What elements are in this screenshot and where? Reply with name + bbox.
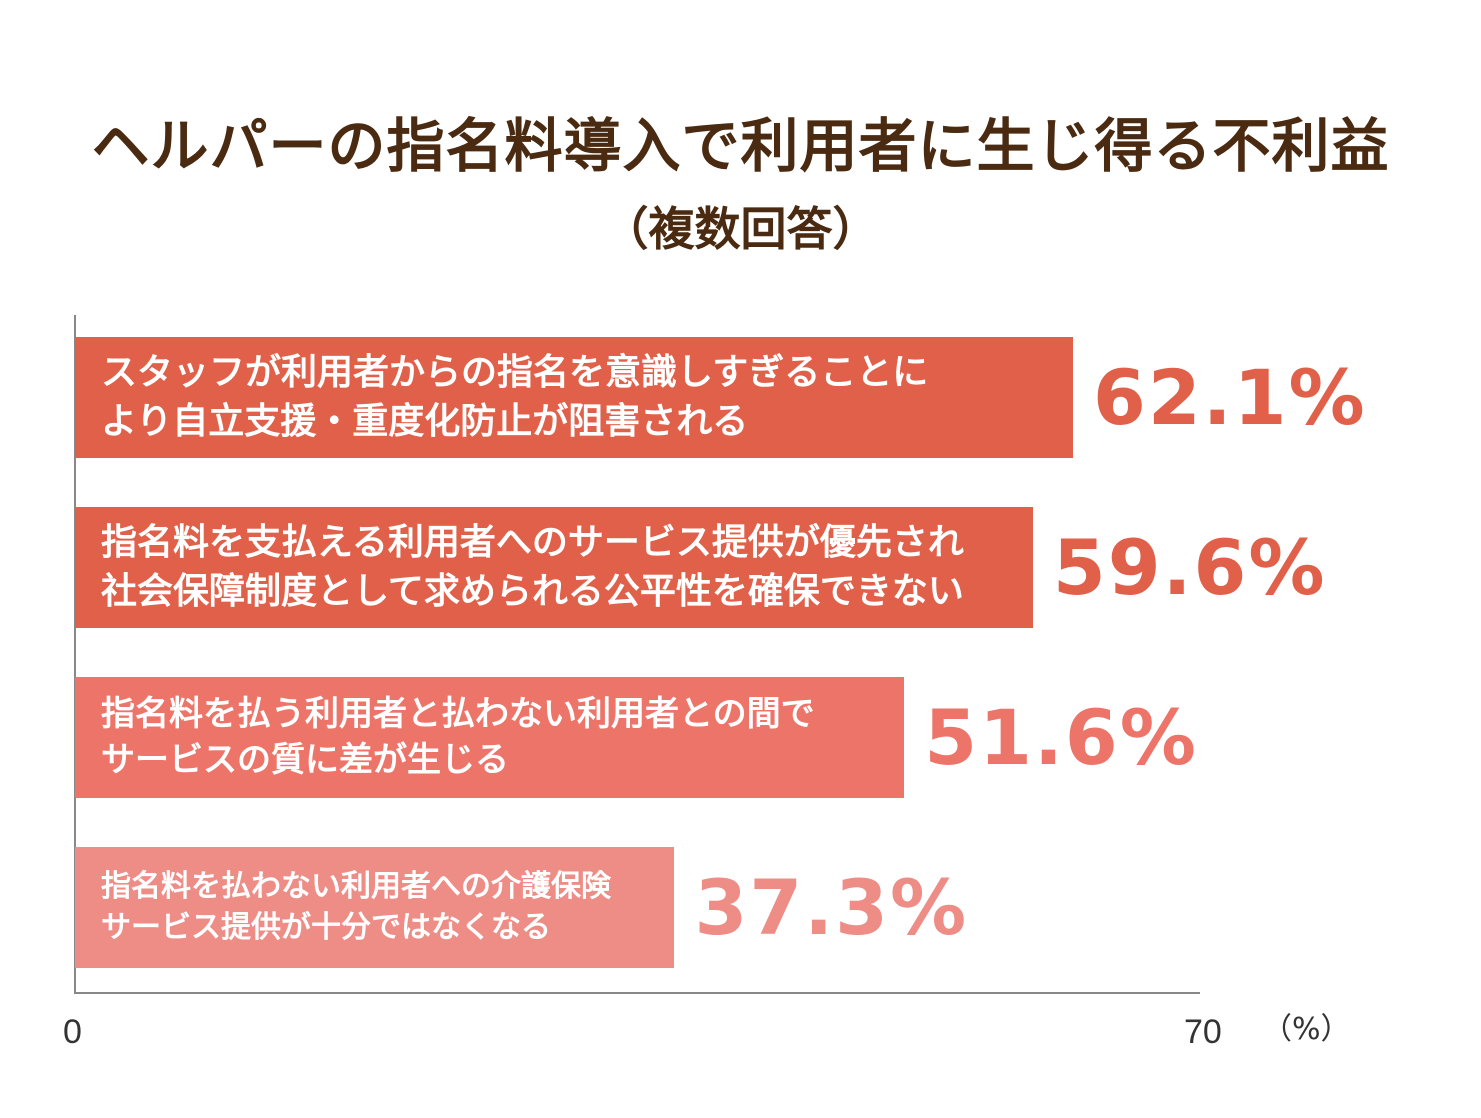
bar-value-label-4: 37.3% [694, 863, 969, 952]
bar-4: 指名料を払わない利用者への介護保険 サービス提供が十分ではなくなる [75, 847, 675, 968]
bar-category-label-4: 指名料を払わない利用者への介護保険 サービス提供が十分ではなくなる [101, 869, 611, 945]
x-axis-line [74, 992, 1200, 994]
x-axis-unit-label: （%） [1262, 1012, 1351, 1047]
y-axis-line [74, 315, 76, 994]
chart-title: ヘルパーの指名料導入で利用者に生じ得る不利益 [91, 112, 1390, 180]
x-tick-label-0: 0 [63, 1013, 82, 1051]
bar-category-label-2: 指名料を支払える利用者へのサービス提供が優先され 社会保障制度として求められる公… [101, 521, 964, 612]
bar-value-label-3: 51.6% [924, 693, 1198, 782]
bar-value-label-1: 62.1% [1093, 353, 1367, 442]
bar-2: 指名料を支払える利用者へのサービス提供が優先され 社会保障制度として求められる公… [75, 507, 1033, 628]
bar-category-label-1: スタッフが利用者からの指名を意識しすぎることに より自立支援・重度化防止が阻害さ… [101, 351, 929, 442]
bar-1: スタッフが利用者からの指名を意識しすぎることに より自立支援・重度化防止が阻害さ… [75, 337, 1074, 458]
chart-subtitle: （複数回答） [602, 202, 879, 256]
bar-value-label-2: 59.6% [1052, 523, 1327, 612]
bar-category-label-3: 指名料を払う利用者と払わない利用者との間で サービスの質に差が生じる [101, 693, 815, 780]
x-tick-label-70: 70 [1184, 1013, 1222, 1051]
bar-3: 指名料を払う利用者と払わない利用者との間で サービスの質に差が生じる [75, 677, 905, 798]
